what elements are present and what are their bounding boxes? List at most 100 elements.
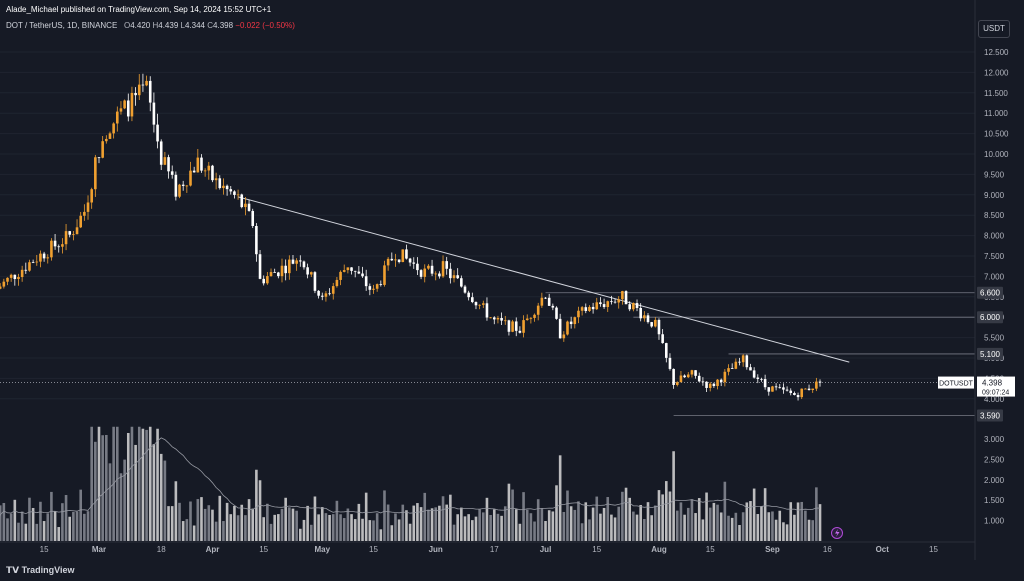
volume-bar bbox=[610, 514, 613, 541]
candle-body bbox=[320, 295, 324, 297]
candle-body bbox=[101, 141, 104, 158]
candle-body bbox=[815, 381, 818, 389]
candle-body bbox=[708, 383, 712, 388]
volume-bar bbox=[236, 515, 240, 541]
volume-bar bbox=[427, 509, 430, 541]
candle-body bbox=[419, 270, 423, 277]
candle-body bbox=[361, 273, 364, 277]
volume-bar bbox=[90, 426, 93, 541]
volume-bar bbox=[730, 517, 734, 541]
candle-body bbox=[39, 253, 42, 262]
candle-body bbox=[137, 84, 141, 96]
price-tick-label: 7.000 bbox=[984, 272, 1005, 281]
candle-body bbox=[116, 111, 119, 124]
candle-body bbox=[94, 157, 97, 190]
candle-body bbox=[214, 178, 218, 181]
level-tag bbox=[977, 409, 1003, 422]
candle-body bbox=[511, 321, 514, 332]
volume-bar bbox=[522, 492, 525, 541]
candle-body bbox=[514, 321, 518, 331]
candle-body bbox=[635, 303, 639, 308]
candle-body bbox=[657, 319, 661, 335]
tradingview-logo: 𝗧𝗩 TradingView bbox=[6, 565, 74, 576]
candle-body bbox=[734, 361, 738, 369]
candle-body bbox=[555, 307, 558, 319]
low-value: 4.344 bbox=[184, 21, 205, 30]
candle-body bbox=[247, 203, 251, 211]
close-label: C bbox=[207, 21, 214, 30]
candle-body bbox=[580, 307, 584, 311]
volume-bar bbox=[31, 507, 35, 541]
volume-bar bbox=[258, 480, 262, 541]
volume-bar bbox=[675, 510, 679, 541]
candle-body bbox=[379, 284, 383, 285]
candle-body bbox=[485, 303, 489, 318]
candle-body bbox=[269, 272, 273, 277]
volume-bar bbox=[156, 428, 159, 541]
volume-bar bbox=[306, 505, 309, 541]
volume-bar bbox=[178, 502, 181, 541]
volume-bar bbox=[507, 483, 511, 541]
candle-body bbox=[639, 307, 642, 319]
price-tick-label: 12.000 bbox=[984, 68, 1009, 77]
volume-bar bbox=[460, 507, 463, 541]
volume-bar bbox=[383, 490, 386, 541]
volume-bar bbox=[500, 515, 503, 541]
candle-body bbox=[394, 259, 397, 261]
volume-bar bbox=[196, 499, 200, 541]
currency-button[interactable]: USDT bbox=[978, 20, 1010, 38]
volume-bar bbox=[584, 502, 588, 541]
candle-body bbox=[800, 388, 804, 398]
price-tag-value: 4.398 bbox=[982, 379, 1003, 388]
candle-body bbox=[540, 297, 544, 306]
volume-bar bbox=[266, 503, 269, 541]
candle-body bbox=[551, 305, 555, 308]
candle-body bbox=[525, 318, 529, 321]
candle-body bbox=[441, 261, 445, 277]
candle-body bbox=[390, 258, 394, 261]
price-tick-label: 8.500 bbox=[984, 211, 1005, 220]
candle-body bbox=[255, 225, 258, 255]
candle-body bbox=[503, 320, 507, 322]
volume-bar bbox=[599, 513, 602, 541]
symbol-title: DOT / TetherUS, 1D, BINANCE bbox=[6, 21, 118, 30]
volume-bar bbox=[419, 507, 423, 541]
candle-body bbox=[756, 377, 760, 379]
volume-bar bbox=[661, 494, 664, 541]
candle-body bbox=[536, 305, 540, 315]
volume-bar bbox=[716, 504, 719, 541]
volume-bar bbox=[170, 506, 174, 541]
price-tick-label: 12.500 bbox=[984, 48, 1009, 57]
time-tick-label: Sep bbox=[765, 545, 780, 554]
candle-body bbox=[251, 210, 255, 226]
candle-body bbox=[584, 307, 588, 312]
time-tick-label: Aug bbox=[651, 545, 667, 554]
volume-bar bbox=[225, 502, 229, 541]
volume-tick-label: 2.000 bbox=[984, 476, 1005, 485]
candle-body bbox=[64, 231, 68, 245]
candle-body bbox=[126, 100, 130, 117]
candle-body bbox=[712, 383, 716, 387]
volume-bar bbox=[35, 523, 39, 541]
volume-bar bbox=[492, 509, 496, 541]
candle-body bbox=[196, 157, 200, 173]
open-value: 4.420 bbox=[130, 21, 151, 30]
candle-body bbox=[240, 194, 244, 208]
candle-body bbox=[408, 258, 412, 263]
volume-bar bbox=[244, 515, 247, 541]
change-value: −0.022 (−0.50%) bbox=[235, 21, 295, 30]
candle-body bbox=[697, 375, 701, 382]
candle-body bbox=[522, 320, 525, 333]
volume-bar bbox=[547, 510, 551, 541]
volume-bar bbox=[518, 523, 522, 541]
candle-body bbox=[244, 203, 247, 208]
volume-bar bbox=[167, 506, 170, 541]
symbol-tag bbox=[938, 376, 974, 389]
volume-bar bbox=[621, 491, 624, 541]
volume-bar bbox=[148, 426, 152, 541]
candle-body bbox=[299, 260, 302, 262]
candle-body bbox=[145, 80, 148, 86]
candle-body bbox=[123, 100, 126, 109]
volume-bar bbox=[514, 509, 518, 541]
